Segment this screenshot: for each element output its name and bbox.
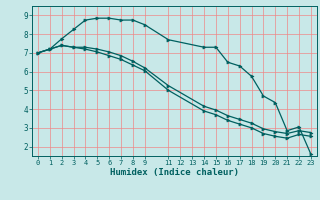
X-axis label: Humidex (Indice chaleur): Humidex (Indice chaleur): [110, 168, 239, 177]
